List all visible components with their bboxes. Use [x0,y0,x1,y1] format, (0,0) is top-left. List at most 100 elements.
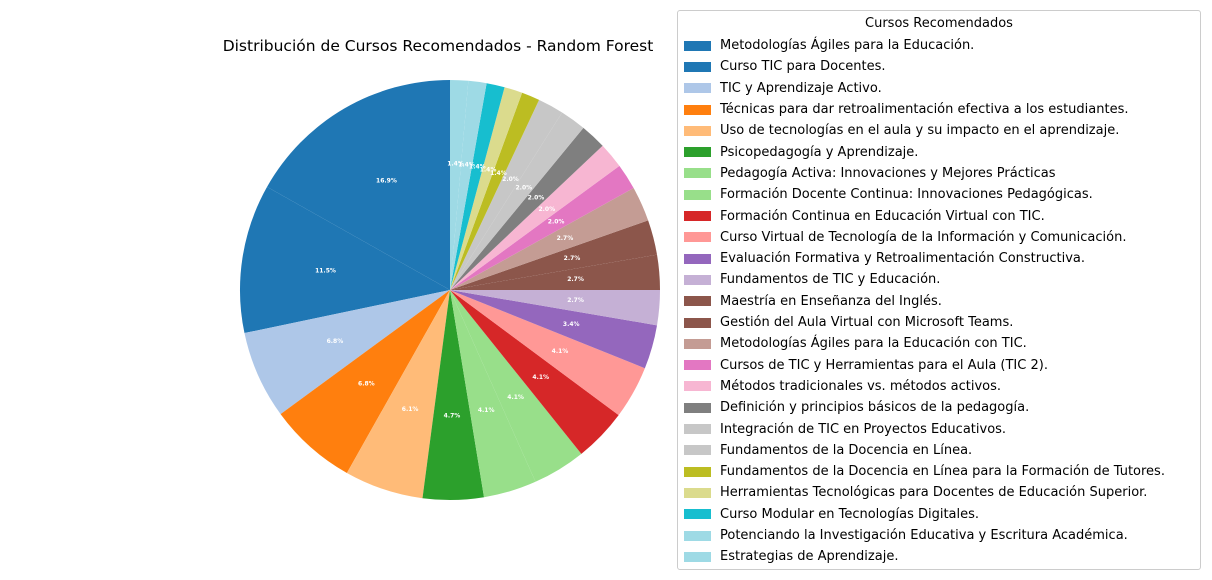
slice-percent-label: 4.1% [507,394,524,401]
legend-item: Metodologías Ágiles para la Educación. [684,35,974,56]
slice-percent-label: 4.7% [444,412,461,419]
slice-percent-label: 1.4% [480,166,497,173]
legend-swatch [684,509,711,520]
legend-label: Curso Virtual de Tecnología de la Inform… [720,229,1127,245]
legend-item: Técnicas para dar retroalimentación efec… [684,99,1128,120]
legend-label: Psicopedagogía y Aprendizaje. [720,144,919,160]
pie-slice [450,112,584,290]
legend-swatch [684,61,711,72]
slice-percent-label: 2.7% [564,255,581,262]
legend-swatch [684,445,711,456]
slice-percent-label: 2.0% [528,194,545,201]
pie-slice [450,290,645,416]
legend-item: Estrategias de Aprendizaje. [684,546,898,567]
legend-item: Métodos tradicionales vs. métodos activo… [684,376,1001,397]
legend-item: Curso Modular en Tecnologías Digitales. [684,504,979,525]
legend-item: Pedagogía Activa: Innovaciones y Mejores… [684,163,1055,184]
legend-label: Metodologías Ágiles para la Educación co… [720,336,1027,352]
pie-slice [422,290,485,500]
slice-percent-label: 2.7% [567,297,584,304]
pie-slice [450,83,505,290]
legend-label: Integración de TIC en Proyectos Educativ… [720,421,1007,437]
legend-swatch [684,232,711,243]
legend-item: Maestría en Enseñanza del Inglés. [684,291,942,312]
legend-item: Psicopedagogía y Aprendizaje. [684,142,918,163]
legend-label: Métodos tradicionales vs. métodos activo… [720,378,1002,394]
pie-slice [450,290,536,498]
slice-percent-label: 2.7% [557,235,574,242]
legend-item: TIC y Aprendizaje Activo. [684,78,882,99]
legend-label: Curso TIC para Docentes. [720,59,886,75]
slice-percent-label: 11.5% [315,267,336,274]
slice-percent-label: 3.4% [563,321,580,328]
pie-slice [450,188,649,290]
legend-title: Cursos Recomendados [865,16,1013,31]
pie-slices [239,80,660,500]
slice-percent-label: 1.4% [447,161,464,168]
slice-percent-label: 6.8% [327,338,344,345]
legend-item: Fundamentos de la Docencia en Línea para… [684,461,1165,482]
legend-label: Fundamentos de la Docencia en Línea. [720,442,973,458]
pie-slice [450,80,487,291]
legend-swatch [684,530,711,541]
slice-percent-label: 2.0% [515,184,532,191]
slice-percent-label: 6.1% [402,406,419,413]
slice-percent-label: 2.0% [538,206,555,213]
legend: Cursos Recomendados Metodologías Ágiles … [677,10,1201,570]
pie-slice [450,92,540,291]
legend-label: Estrategias de Aprendizaje. [720,549,899,565]
legend-swatch [684,551,711,562]
legend-swatch [684,317,711,328]
legend-item: Metodologías Ágiles para la Educación co… [684,333,1027,354]
legend-item: Uso de tecnologías en el aula y su impac… [684,120,1119,141]
legend-swatch [684,147,711,158]
legend-item: Formación Docente Continua: Innovaciones… [684,184,1093,205]
legend-label: Técnicas para dar retroalimentación efec… [720,102,1129,118]
legend-swatch [684,40,711,51]
legend-label: Fundamentos de TIC y Educación. [720,272,941,288]
legend-swatch [684,402,711,413]
legend-swatch [684,338,711,349]
slice-percent-label: 1.4% [490,170,507,177]
legend-item: Fundamentos de TIC y Educación. [684,269,940,290]
legend-item: Integración de TIC en Proyectos Educativ… [684,418,1006,439]
legend-swatch [684,381,711,392]
legend-swatch [684,274,711,285]
legend-label: TIC y Aprendizaje Activo. [720,80,882,96]
legend-item: Evaluación Formativa y Retroalimentación… [684,248,1085,269]
pie-slice [450,290,619,454]
pie-slice [450,127,603,290]
slice-percent-label: 1.4% [469,164,486,171]
legend-label: Gestión del Aula Virtual con Microsoft T… [720,315,1014,331]
pie-slice [450,290,582,482]
legend-item: Fundamentos de la Docencia en Línea. [684,440,972,461]
pie-slice [267,80,450,290]
legend-label: Fundamentos de la Docencia en Línea para… [720,464,1165,480]
legend-item: Definición y principios básicos de la pe… [684,397,1029,418]
legend-swatch [684,83,711,94]
legend-label: Cursos de TIC y Herramientas para el Aul… [720,357,1048,373]
slice-percent-label: 4.1% [532,374,549,381]
legend-swatch [684,253,711,264]
pie-slice [280,290,450,473]
legend-label: Formación Docente Continua: Innovaciones… [720,187,1093,203]
pie-slice [450,290,658,369]
slice-percent-label: 1.4% [458,162,475,169]
legend-label: Uso de tecnologías en el aula y su impac… [720,123,1120,139]
legend-swatch [684,168,711,179]
legend-swatch [684,424,711,435]
legend-label: Evaluación Formativa y Retroalimentación… [720,251,1085,267]
slice-percent-label: 2.0% [548,219,565,226]
legend-swatch [684,487,711,498]
legend-item: Potenciando la Investigación Educativa y… [684,525,1128,546]
pie-slice [450,87,523,291]
slice-percent-label: 2.0% [502,176,519,183]
pie-slice [450,145,620,290]
legend-item: Gestión del Aula Virtual con Microsoft T… [684,312,1013,333]
legend-item: Curso TIC para Docentes. [684,56,886,77]
legend-swatch [684,360,711,371]
legend-label: Pedagogía Activa: Innovaciones y Mejores… [720,165,1056,181]
pie-slice [450,99,563,291]
legend-item: Formación Continua en Educación Virtual … [684,205,1045,226]
